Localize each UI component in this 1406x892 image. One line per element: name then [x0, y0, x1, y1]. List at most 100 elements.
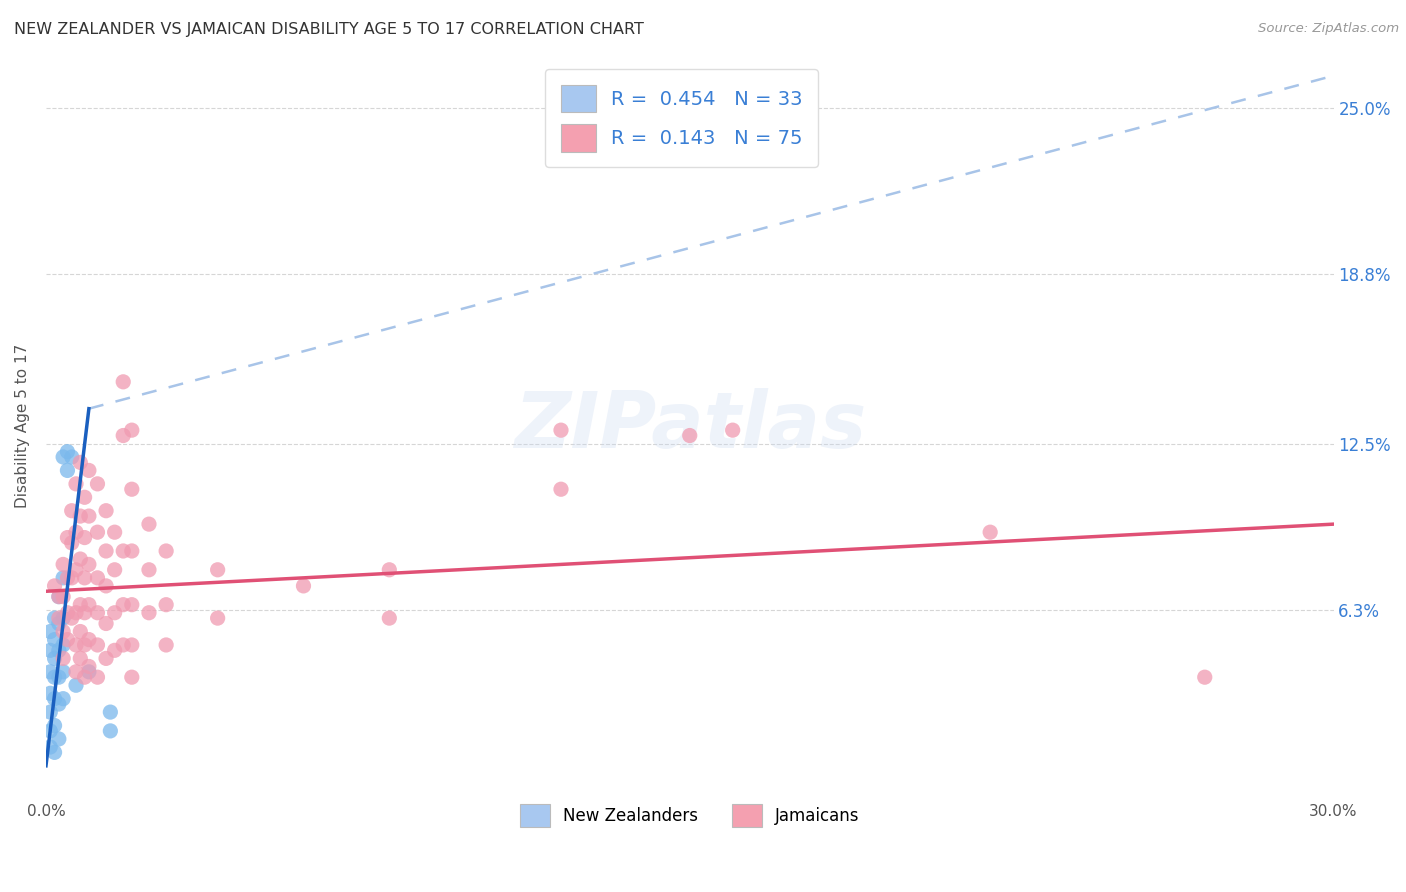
Point	[52, 624, 75, 639]
Point	[104, 643, 127, 657]
Point	[112, 375, 135, 389]
Point	[77, 632, 100, 647]
Point	[56, 463, 79, 477]
Point	[65, 665, 87, 679]
Point	[52, 665, 75, 679]
Legend: New Zealanders, Jamaicans: New Zealanders, Jamaicans	[512, 796, 868, 836]
Point	[138, 517, 160, 532]
Point	[73, 490, 96, 504]
Point	[550, 423, 572, 437]
Point	[48, 616, 70, 631]
Point	[60, 611, 83, 625]
Point	[56, 444, 79, 458]
Point	[104, 606, 127, 620]
Text: ZIPatlas: ZIPatlas	[513, 388, 866, 464]
Point	[679, 428, 702, 442]
Point	[73, 670, 96, 684]
Point	[94, 544, 117, 558]
Point	[69, 455, 91, 469]
Point	[86, 638, 108, 652]
Point	[52, 590, 75, 604]
Text: Source: ZipAtlas.com: Source: ZipAtlas.com	[1258, 22, 1399, 36]
Point	[48, 697, 70, 711]
Point	[73, 638, 96, 652]
Point	[65, 638, 87, 652]
Point	[1194, 670, 1216, 684]
Point	[155, 544, 177, 558]
Point	[65, 678, 87, 692]
Point	[77, 558, 100, 572]
Point	[112, 598, 135, 612]
Point	[65, 606, 87, 620]
Point	[56, 571, 79, 585]
Point	[112, 428, 135, 442]
Point	[121, 638, 143, 652]
Point	[138, 606, 160, 620]
Point	[48, 590, 70, 604]
Point	[378, 611, 401, 625]
Point	[52, 651, 75, 665]
Point	[86, 606, 108, 620]
Point	[207, 611, 229, 625]
Point	[44, 670, 66, 684]
Point	[155, 638, 177, 652]
Point	[44, 651, 66, 665]
Point	[121, 598, 143, 612]
Point	[48, 590, 70, 604]
Point	[48, 670, 70, 684]
Point	[73, 531, 96, 545]
Point	[138, 563, 160, 577]
Point	[121, 544, 143, 558]
Point	[56, 632, 79, 647]
Point	[292, 579, 315, 593]
Point	[65, 525, 87, 540]
Point	[48, 731, 70, 746]
Point	[56, 531, 79, 545]
Point	[48, 643, 70, 657]
Point	[121, 670, 143, 684]
Point	[44, 579, 66, 593]
Point	[48, 611, 70, 625]
Point	[39, 624, 62, 639]
Point	[77, 659, 100, 673]
Point	[121, 482, 143, 496]
Point	[86, 476, 108, 491]
Point	[44, 745, 66, 759]
Point	[979, 525, 1001, 540]
Point	[65, 563, 87, 577]
Point	[69, 598, 91, 612]
Point	[94, 504, 117, 518]
Point	[60, 450, 83, 464]
Point	[39, 665, 62, 679]
Point	[60, 571, 83, 585]
Point	[39, 686, 62, 700]
Point	[112, 638, 135, 652]
Point	[121, 423, 143, 437]
Point	[44, 632, 66, 647]
Point	[104, 525, 127, 540]
Text: NEW ZEALANDER VS JAMAICAN DISABILITY AGE 5 TO 17 CORRELATION CHART: NEW ZEALANDER VS JAMAICAN DISABILITY AGE…	[14, 22, 644, 37]
Point	[44, 611, 66, 625]
Point	[104, 563, 127, 577]
Point	[52, 611, 75, 625]
Point	[94, 651, 117, 665]
Point	[77, 665, 100, 679]
Point	[69, 624, 91, 639]
Point	[94, 616, 117, 631]
Point	[721, 423, 744, 437]
Point	[207, 563, 229, 577]
Point	[60, 536, 83, 550]
Point	[73, 606, 96, 620]
Point	[56, 606, 79, 620]
Point	[52, 691, 75, 706]
Point	[39, 723, 62, 738]
Point	[77, 463, 100, 477]
Point	[112, 544, 135, 558]
Y-axis label: Disability Age 5 to 17: Disability Age 5 to 17	[15, 344, 30, 508]
Point	[77, 509, 100, 524]
Point	[73, 571, 96, 585]
Point	[86, 525, 108, 540]
Point	[94, 579, 117, 593]
Point	[39, 705, 62, 719]
Point	[77, 598, 100, 612]
